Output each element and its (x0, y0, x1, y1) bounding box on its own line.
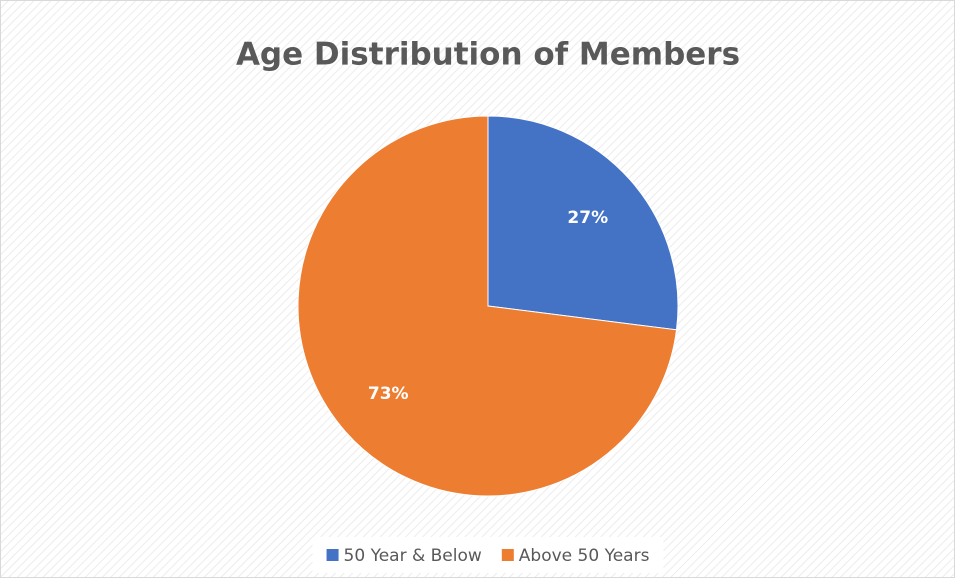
pie-slice (297, 115, 678, 497)
chart-title: Age Distribution of Members (236, 37, 740, 73)
legend-label: 50 Year & Below (344, 546, 482, 566)
legend-label: Above 50 Years (519, 546, 650, 566)
legend-box (312, 537, 664, 573)
legend-swatch (501, 549, 514, 561)
pie-slice (487, 115, 679, 331)
legend: 50 Year & Below Above 50 Years (312, 537, 664, 573)
data-label: 73% (368, 384, 409, 404)
legend-swatch (326, 549, 339, 561)
data-label: 27% (567, 208, 608, 228)
